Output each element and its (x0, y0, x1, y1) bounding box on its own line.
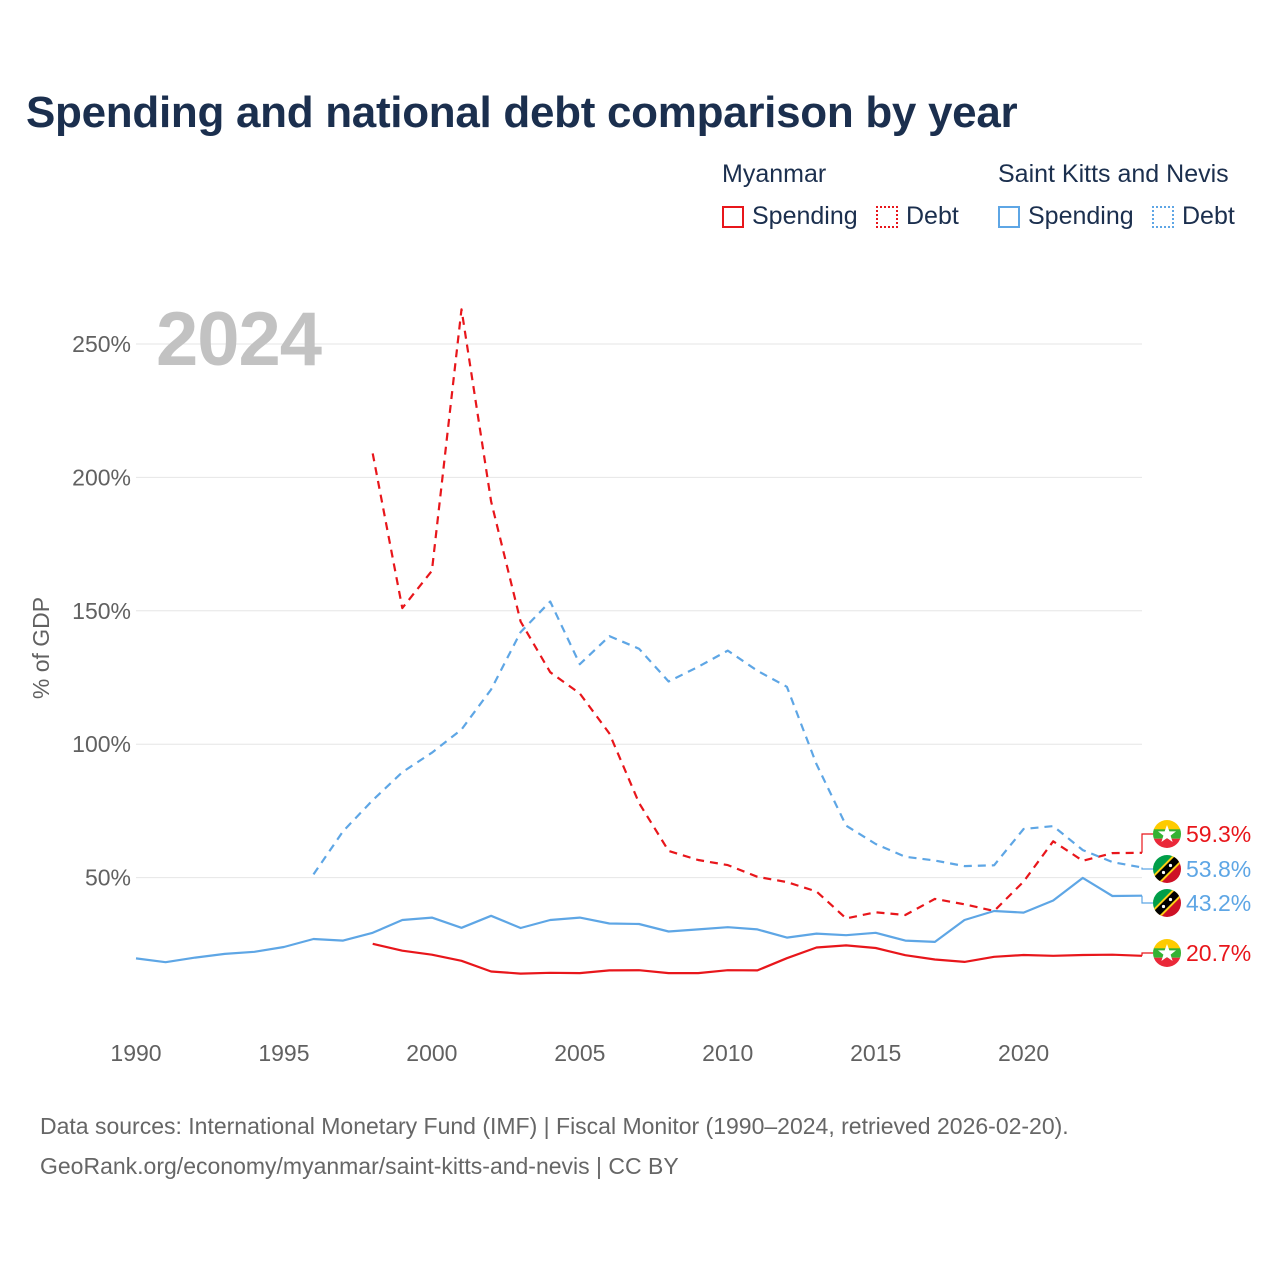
x-tick-label: 1990 (110, 1040, 161, 1066)
y-axis-label: % of GDP (28, 597, 54, 699)
legend-saint-kitts-and-nevis-spending-label: Spending (1028, 202, 1134, 230)
y-tick-label: 150% (72, 598, 131, 624)
legend-saint-kitts-and-nevis-debt[interactable]: Debt (1152, 202, 1235, 231)
end-label-value: 59.3% (1186, 821, 1251, 847)
end-label-value: 43.2% (1186, 890, 1251, 916)
legend-saint-kitts-and-nevis-title: Saint Kitts and Nevis (998, 160, 1229, 188)
x-tick-label: 2000 (406, 1040, 457, 1066)
legend-myanmar-title: Myanmar (722, 160, 827, 188)
end-label-leader (1141, 952, 1153, 956)
legend-solid-swatch-icon (722, 205, 744, 228)
myanmar-flag-icon (1153, 820, 1181, 848)
end-label-value: 20.7% (1186, 940, 1251, 966)
source-note: Data sources: International Monetary Fun… (40, 1106, 1069, 1186)
y-tick-label: 50% (85, 865, 131, 891)
legend-saint-kitts-and-nevis-debt-label: Debt (1182, 202, 1235, 230)
y-axis: 50% 100% 150% 200% 250% (72, 331, 131, 891)
year-watermark: 2024 (156, 297, 322, 382)
x-tick-label: 2010 (702, 1040, 753, 1066)
legend-saint-kitts-and-nevis-spending[interactable]: Spending (998, 202, 1134, 231)
series-line-myanmar-debt (371, 308, 1143, 920)
x-tick-label: 2005 (554, 1040, 605, 1066)
grid (136, 343, 1142, 879)
chart-title: Spending and national debt comparison by… (26, 88, 1018, 137)
x-tick-label: 2015 (850, 1040, 901, 1066)
series-line-myanmar-spending (372, 942, 1143, 975)
end-label-value: 53.8% (1186, 856, 1251, 882)
x-axis: 1990 1995 2000 2005 2010 2015 2020 (110, 1040, 1049, 1066)
x-tick-label: 2020 (998, 1040, 1049, 1066)
end-label-leader (1141, 833, 1153, 853)
legend-myanmar-debt[interactable]: Debt (876, 202, 959, 231)
series-line-saint-kitts-and-nevis-debt (312, 600, 1143, 876)
legend-myanmar-spending[interactable]: Spending (722, 202, 858, 231)
y-tick-label: 200% (72, 464, 131, 490)
legend-solid-swatch-icon (998, 205, 1020, 228)
saint-kitts-and-nevis-flag-icon (1153, 889, 1181, 917)
source-line-2: GeoRank.org/economy/myanmar/saint-kitts-… (40, 1153, 679, 1179)
legend-dotted-swatch-icon (876, 205, 898, 228)
source-line-1: Data sources: International Monetary Fun… (40, 1113, 1069, 1139)
end-label-leader (1141, 867, 1153, 870)
series-line-saint-kitts-and-nevis-spending (135, 876, 1143, 964)
x-tick-label: 1995 (258, 1040, 309, 1066)
saint-kitts-and-nevis-flag-icon (1153, 855, 1181, 883)
legend-myanmar-spending-label: Spending (752, 202, 858, 230)
y-tick-label: 100% (72, 731, 131, 757)
legend-myanmar-debt-label: Debt (906, 202, 959, 230)
series (135, 308, 1143, 975)
end-label-leader (1141, 895, 1153, 904)
myanmar-flag-icon (1153, 939, 1181, 967)
y-tick-label: 250% (72, 331, 131, 357)
end-labels: 20.7% 59.3% 43.2% 53.8% (1141, 820, 1251, 967)
legend-dotted-swatch-icon (1152, 205, 1174, 228)
